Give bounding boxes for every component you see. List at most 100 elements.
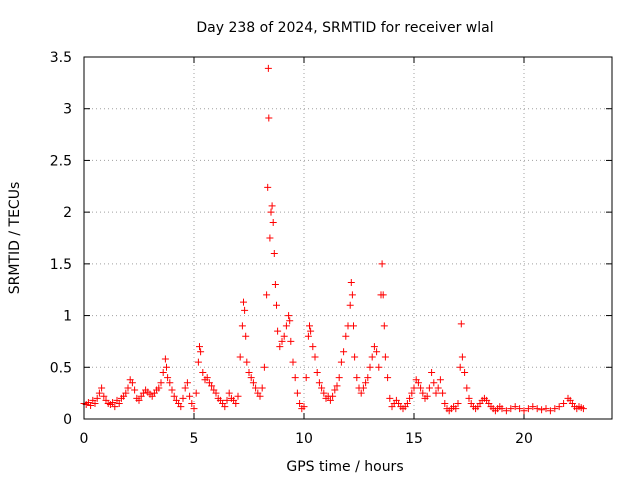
data-point <box>286 317 294 325</box>
data-point <box>122 389 130 397</box>
data-point <box>337 358 345 366</box>
data-point <box>241 306 249 314</box>
data-point <box>188 399 196 407</box>
y-tick-label: 0 <box>63 412 72 428</box>
data-point <box>197 348 205 356</box>
data-point <box>375 363 383 371</box>
data-point <box>364 374 372 382</box>
plot-frame <box>83 56 613 420</box>
data-point <box>408 389 416 397</box>
data-point <box>280 332 288 340</box>
data-point <box>380 322 388 330</box>
data-point <box>507 405 515 413</box>
data-point <box>326 396 334 404</box>
chart-title: Day 238 of 2024, SRMTID for receiver wla… <box>196 20 493 36</box>
data-point <box>245 368 253 376</box>
data-point <box>311 353 319 361</box>
data-point <box>252 384 260 392</box>
data-point <box>247 374 255 382</box>
x-tick-label: 0 <box>80 431 89 447</box>
data-point <box>260 363 268 371</box>
data-point <box>111 403 119 411</box>
axis-ticks: 0 0.5 1 1.5 2 2.5 3 3.5 0 5 10 15 20 <box>50 50 612 447</box>
data-point <box>258 384 266 392</box>
data-point <box>225 389 233 397</box>
data-point <box>267 208 275 216</box>
y-tick-label: 3 <box>63 102 72 118</box>
data-point <box>441 399 449 407</box>
data-point <box>128 379 136 387</box>
y-tick-label: 1 <box>63 309 72 325</box>
data-point <box>331 386 339 394</box>
data-point <box>520 407 528 415</box>
data-point <box>348 291 356 299</box>
data-point <box>243 358 251 366</box>
data-point <box>516 405 524 413</box>
data-point <box>168 386 176 394</box>
data-point <box>340 348 348 356</box>
data-point <box>179 394 187 402</box>
data-point <box>357 389 365 397</box>
data-point <box>203 374 211 382</box>
data-point <box>425 384 433 392</box>
data-point <box>551 405 559 413</box>
data-point <box>439 389 447 397</box>
data-point <box>190 405 198 413</box>
data-point <box>164 374 172 382</box>
data-points <box>80 64 587 415</box>
data-point <box>93 394 101 402</box>
data-point <box>414 379 422 387</box>
data-point <box>335 374 343 382</box>
data-point <box>270 250 278 258</box>
x-tick-label: 15 <box>405 431 423 447</box>
data-point <box>465 394 473 402</box>
data-point <box>370 343 378 351</box>
data-point <box>456 363 464 371</box>
data-point <box>278 337 286 345</box>
data-point <box>208 382 216 390</box>
y-tick-label: 2.5 <box>50 153 72 169</box>
data-point <box>579 405 587 413</box>
data-point <box>555 403 563 411</box>
data-point <box>318 384 326 392</box>
data-point <box>333 382 341 390</box>
data-point <box>282 322 290 330</box>
data-point <box>373 348 381 356</box>
data-point <box>502 407 510 415</box>
data-point <box>353 374 361 382</box>
data-point <box>560 399 568 407</box>
data-point <box>236 353 244 361</box>
data-point <box>276 343 284 351</box>
data-point <box>347 278 355 286</box>
data-point <box>351 353 359 361</box>
data-point <box>232 399 240 407</box>
data-point <box>362 379 370 387</box>
data-point <box>135 396 143 404</box>
data-point <box>115 399 123 407</box>
x-tick-label: 5 <box>190 431 199 447</box>
data-point <box>432 389 440 397</box>
data-point <box>436 376 444 384</box>
data-point <box>315 379 323 387</box>
data-point <box>265 114 273 122</box>
data-point <box>307 327 315 335</box>
data-point <box>463 384 471 392</box>
data-point <box>538 406 546 414</box>
data-point <box>285 312 293 320</box>
data-point <box>100 392 108 400</box>
data-point <box>300 403 308 411</box>
data-point <box>457 320 465 328</box>
data-point <box>378 260 386 268</box>
data-point <box>166 379 174 387</box>
data-point <box>329 392 337 400</box>
data-point <box>124 384 132 392</box>
data-point <box>498 405 506 413</box>
y-axis-title: SRMTID / TECUs <box>7 182 23 295</box>
data-point <box>131 386 139 394</box>
data-point <box>304 332 312 340</box>
data-point <box>163 363 170 371</box>
data-point <box>403 399 411 407</box>
data-point <box>417 384 425 392</box>
data-point <box>524 405 532 413</box>
